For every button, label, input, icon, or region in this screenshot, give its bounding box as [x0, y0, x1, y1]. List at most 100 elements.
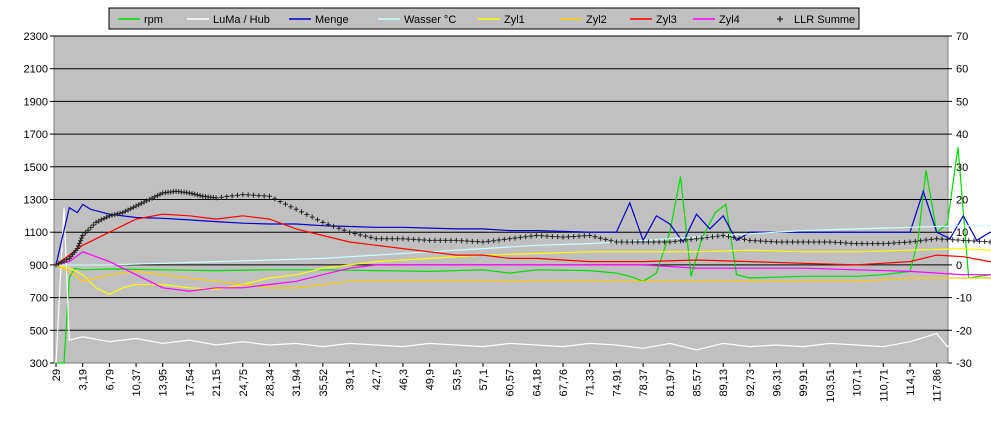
llr-summe-point [421, 237, 427, 243]
x-tick-label: 74,91 [611, 369, 623, 397]
y-left-tick-label: 1500 [24, 162, 48, 174]
llr-summe-point [443, 237, 449, 243]
legend-label: Zyl4 [719, 14, 740, 26]
series-layer [53, 147, 991, 364]
x-axis: 29 3,19 6,79 10,37 13,95 17,54 21,15 24,75 28,34… [51, 363, 944, 403]
x-tick-label: 96,31 [772, 369, 784, 397]
llr-summe-point [870, 241, 876, 247]
llr-summe-point [928, 236, 934, 242]
llr-summe-point [891, 240, 897, 246]
llr-summe-point [80, 232, 86, 238]
llr-summe-point [672, 238, 678, 244]
series-line-zyl1 [55, 247, 991, 295]
llr-summe-point [469, 238, 475, 244]
llr-summe-point [437, 237, 443, 243]
llr-summe-point [75, 243, 81, 249]
llr-summe-point [790, 239, 796, 245]
llr-summe-point [816, 239, 822, 245]
y-right-tick-label: -30 [956, 358, 972, 370]
llr-summe-point [347, 229, 353, 235]
llr-summe-point [485, 238, 491, 244]
llr-summe-point [736, 235, 742, 241]
x-tick-label: 92,73 [745, 369, 757, 397]
llr-summe-point [539, 233, 545, 239]
y-left-tick-label: 2300 [24, 31, 48, 43]
y-right-tick-label: 40 [956, 129, 968, 141]
llr-summe-point [384, 236, 390, 242]
llr-summe-point [763, 238, 769, 244]
llr-summe-point [90, 222, 96, 228]
llr-summe-point [245, 192, 251, 198]
x-tick-label: 42,7 [371, 369, 383, 390]
llr-summe-point [432, 237, 438, 243]
llr-summe-point [496, 237, 502, 243]
llr-summe-point [186, 190, 192, 196]
series-line-rpm [56, 147, 991, 364]
x-tick-label: 3,19 [78, 369, 90, 390]
llr-summe-point [149, 195, 155, 201]
x-tick-label: 71,33 [585, 369, 597, 397]
llr-summe-point [74, 246, 80, 252]
series-line-luma-hub [55, 207, 991, 364]
llr-summe-point [114, 211, 120, 217]
llr-summe-point [907, 239, 913, 245]
x-tick-label: 24,75 [238, 369, 250, 397]
llr-summe-point [133, 203, 139, 209]
y-left-tick-label: 1100 [24, 227, 48, 239]
llr-summe-point [549, 233, 555, 239]
y-right-tick-label: 30 [956, 162, 968, 174]
x-tick-label: 107,1 [852, 369, 864, 397]
llr-summe-point [101, 215, 107, 221]
llr-summe-point [480, 239, 486, 245]
x-tick-label: 21,15 [211, 369, 223, 397]
llr-summe-point [93, 219, 99, 225]
llr-summe-point [491, 238, 497, 244]
x-tick-label: 49,9 [425, 369, 437, 390]
llr-summe-point [411, 236, 417, 242]
x-tick-label: 53,5 [451, 369, 463, 390]
llr-summe-point [427, 237, 433, 243]
llr-summe-point [693, 236, 699, 242]
llr-summe-point [234, 192, 240, 198]
llr-summe-point [555, 234, 561, 240]
llr-summe-point [288, 204, 294, 210]
llr-summe-point [629, 239, 635, 245]
legend-label: rpm [144, 14, 163, 26]
llr-summe-point [197, 193, 203, 199]
llr-summe-point [152, 194, 158, 200]
llr-summe-point [944, 236, 950, 242]
llr-summe-point [189, 191, 195, 197]
llr-summe-point [533, 232, 539, 238]
llr-summe-point [357, 232, 363, 238]
llr-summe-point [136, 202, 142, 208]
llr-summe-point [800, 239, 806, 245]
llr-summe-point [154, 193, 160, 199]
llr-summe-point [96, 218, 102, 224]
legend-label: LLR Summe [794, 14, 855, 26]
llr-summe-point [146, 197, 152, 202]
llr-summe-point [58, 259, 64, 265]
llr-summe-point [325, 221, 331, 227]
llr-summe-point [501, 236, 507, 242]
llr-summe-point [341, 227, 347, 233]
llr-summe-point [581, 233, 587, 239]
x-tick-label: 57,1 [478, 369, 490, 390]
llr-summe-point [256, 193, 262, 199]
llr-summe-point [453, 237, 459, 243]
llr-summe-point [854, 241, 860, 247]
llr-summe-point [864, 241, 870, 247]
llr-summe-point [517, 234, 523, 240]
llr-summe-point [859, 241, 865, 247]
llr-summe-point [960, 237, 966, 243]
llr-summe-point [822, 239, 828, 245]
y-right-tick-label: 70 [956, 31, 968, 43]
llr-summe-point [309, 214, 315, 220]
x-tick-label: 13,95 [158, 369, 170, 397]
llr-summe-point [120, 210, 126, 216]
llr-summe-point [827, 239, 833, 245]
llr-summe-point [106, 213, 112, 219]
x-tick-label: 17,54 [184, 369, 196, 397]
llr-summe-point [726, 233, 732, 239]
x-tick-label: 81,97 [665, 369, 677, 397]
